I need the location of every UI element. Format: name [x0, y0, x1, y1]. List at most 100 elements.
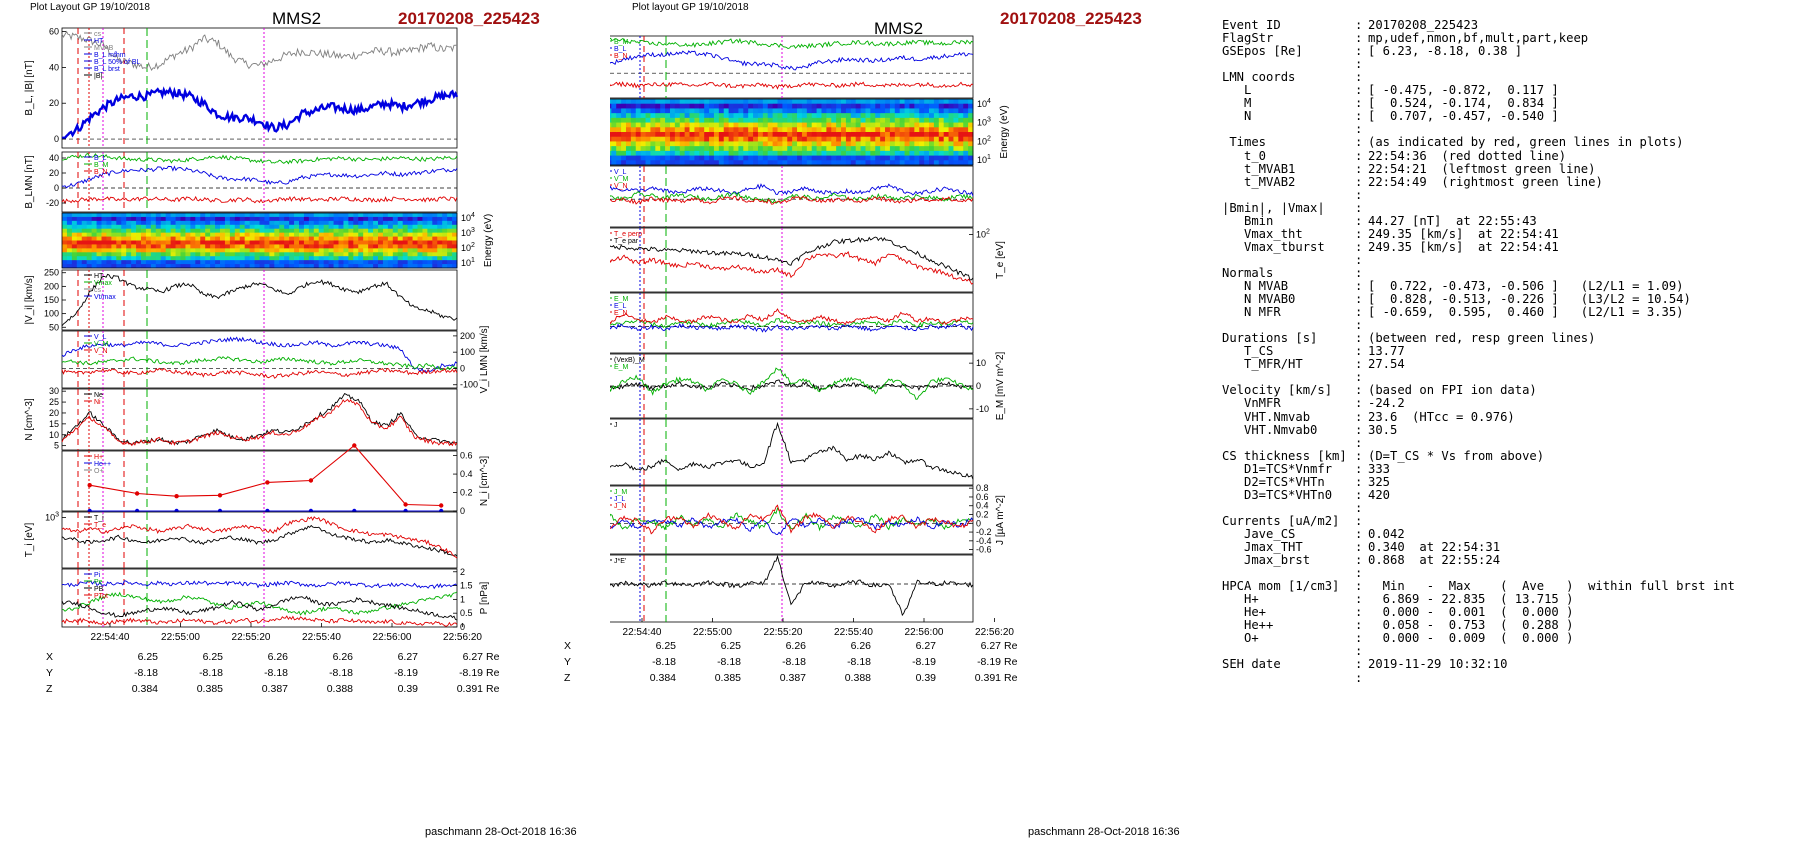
- heatmap-cell: [190, 260, 196, 265]
- heatmap-cell: [437, 216, 443, 222]
- heatmap-cell: [870, 103, 876, 109]
- heatmap-cell: [635, 150, 642, 156]
- heatmap-cell: [200, 248, 206, 253]
- heatmap-cell: [259, 232, 265, 237]
- data-point: [87, 483, 92, 488]
- heatmap-cell: [718, 150, 725, 156]
- info-value: 13.77: [1368, 344, 1405, 359]
- heatmap-cell: [264, 220, 270, 226]
- heatmap-cell: [616, 160, 622, 166]
- heatmap-cell: [121, 220, 127, 226]
- heatmap-cell: [885, 141, 891, 147]
- heatmap-cell: [343, 240, 349, 245]
- heatmap-cell: [392, 232, 399, 237]
- heatmap-cell: [699, 113, 705, 119]
- legend-label: J_N: [614, 503, 626, 510]
- heatmap-cell: [422, 224, 428, 230]
- heatmap-cell: [748, 150, 754, 156]
- heatmap-cell: [816, 136, 822, 142]
- heatmap-cell: [738, 160, 744, 166]
- heatmap-cell: [131, 240, 137, 245]
- heatmap-cell: [308, 228, 315, 234]
- legend-label: (VexB)_M: [614, 357, 645, 364]
- panel-ylabel: N_i [cm^-3]: [479, 456, 490, 506]
- heatmap-cell: [259, 264, 265, 269]
- heatmap-cell: [328, 213, 334, 218]
- heatmap-cell: [170, 264, 176, 269]
- heatmap-cell: [136, 244, 142, 249]
- heatmap-cell: [885, 160, 891, 166]
- heatmap-cell: [630, 150, 637, 156]
- heatmap-cell: [155, 213, 162, 218]
- heatmap-cell: [797, 141, 803, 147]
- heatmap-cell: [777, 127, 783, 133]
- heatmap-cell: [66, 220, 73, 226]
- heatmap-cell: [904, 122, 910, 128]
- heatmap-cell: [229, 232, 236, 237]
- heatmap-cell: [782, 146, 788, 152]
- heatmap-cell: [318, 240, 325, 245]
- heatmap-cell: [885, 150, 891, 156]
- heatmap-cell: [160, 236, 167, 241]
- heatmap-cell: [787, 136, 793, 142]
- heatmap-cell: [806, 113, 813, 119]
- position-value: 0.384: [649, 672, 676, 684]
- heatmap-cell: [373, 224, 379, 230]
- heatmap-cell: [738, 113, 744, 119]
- heatmap-cell: [836, 108, 842, 114]
- heatmap-cell: [229, 260, 236, 265]
- heatmap-cell: [684, 136, 690, 142]
- y-tick-label: 20: [49, 98, 59, 108]
- heatmap-cell: [767, 136, 774, 142]
- heatmap-cell: [943, 150, 949, 156]
- heatmap-cell: [432, 236, 438, 241]
- heatmap-cell: [831, 108, 837, 114]
- heatmap-cell: [968, 160, 974, 166]
- heatmap-cell: [933, 160, 940, 166]
- heatmap-cell: [447, 236, 453, 241]
- info-separator: :: [1355, 474, 1363, 489]
- info-value: 325: [1368, 474, 1391, 489]
- heatmap-cell: [358, 240, 364, 245]
- heatmap-cell: [797, 99, 803, 105]
- heatmap-cell: [919, 141, 925, 147]
- heatmap-cell: [704, 136, 710, 142]
- heatmap-cell: [289, 264, 295, 269]
- info-value: 0.058 - 0.753 ( 0.288 ): [1368, 618, 1574, 633]
- heatmap-cell: [894, 99, 901, 105]
- heatmap-cell: [442, 248, 448, 253]
- heatmap-cell: [279, 248, 285, 253]
- heatmap-cell: [806, 155, 813, 161]
- heatmap-cell: [674, 122, 681, 128]
- heatmap-cell: [616, 113, 622, 119]
- heatmap-cell: [180, 216, 186, 222]
- heatmap-cell: [821, 132, 827, 138]
- heatmap-cell: [679, 127, 686, 133]
- heatmap-cell: [689, 99, 695, 105]
- heatmap-cell: [943, 108, 949, 114]
- heatmap-cell: [294, 224, 300, 230]
- heatmap-cell: [343, 220, 349, 226]
- heatmap-cell: [743, 113, 749, 119]
- heatmap-cell: [422, 264, 428, 269]
- heatmap-cell: [792, 132, 798, 138]
- heatmap-cell: [111, 244, 117, 249]
- heatmap-cell: [442, 224, 448, 230]
- heatmap-cell: [762, 127, 769, 133]
- heatmap-cell: [284, 248, 290, 253]
- heatmap-cell: [180, 232, 186, 237]
- heatmap-cell: [150, 236, 157, 241]
- heatmap-cell: [782, 122, 788, 128]
- heatmap-cell: [437, 264, 443, 269]
- heatmap-cell: [308, 252, 315, 257]
- heatmap-cell: [363, 228, 369, 234]
- heatmap-cell: [963, 117, 969, 123]
- heatmap-cell: [943, 122, 949, 128]
- y-tick-label: 40: [49, 153, 59, 163]
- heatmap-cell: [704, 160, 710, 166]
- heatmap-cell: [308, 248, 315, 253]
- heatmap-cell: [679, 108, 686, 114]
- series-line: [61, 615, 458, 627]
- heatmap-cell: [338, 240, 344, 245]
- heatmap-cell: [308, 213, 315, 218]
